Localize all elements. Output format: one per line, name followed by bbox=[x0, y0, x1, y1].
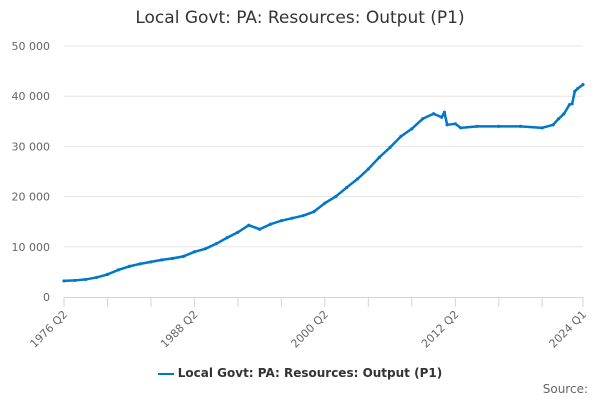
data-point bbox=[236, 230, 240, 234]
data-point bbox=[556, 117, 561, 121]
data-point bbox=[127, 264, 131, 268]
data-point bbox=[138, 262, 142, 266]
data-point bbox=[540, 126, 544, 130]
data-point bbox=[562, 112, 566, 116]
data-point bbox=[73, 278, 77, 283]
legend-item[interactable]: Local Govt: PA: Resources: Output (P1) bbox=[0, 366, 600, 380]
y-tick-label: 10 000 bbox=[12, 241, 51, 254]
data-point bbox=[171, 256, 175, 260]
data-point bbox=[192, 250, 197, 254]
data-point bbox=[105, 272, 110, 277]
data-point bbox=[431, 112, 436, 116]
x-tick-label: 2024 Q1 bbox=[547, 308, 590, 351]
data-point bbox=[581, 83, 585, 87]
data-point bbox=[160, 258, 164, 262]
data-point bbox=[323, 201, 327, 205]
x-tick-label: 1976 Q2 bbox=[28, 308, 71, 351]
data-point bbox=[301, 214, 305, 218]
data-point bbox=[442, 110, 447, 114]
data-point bbox=[62, 279, 66, 283]
y-tick-label: 50 000 bbox=[12, 40, 51, 53]
legend-label: Local Govt: PA: Resources: Output (P1) bbox=[177, 366, 443, 380]
data-point bbox=[573, 89, 577, 93]
data-point bbox=[84, 277, 88, 282]
x-tick-label: 1988 Q2 bbox=[158, 308, 201, 351]
data-point bbox=[445, 123, 449, 127]
data-point bbox=[225, 236, 229, 240]
x-tick-label: 2012 Q2 bbox=[419, 308, 462, 351]
legend-swatch bbox=[157, 372, 174, 375]
data-point bbox=[497, 124, 501, 128]
data-point bbox=[453, 122, 457, 126]
data-point bbox=[388, 145, 392, 150]
data-point bbox=[366, 167, 370, 171]
data-point bbox=[258, 227, 262, 231]
data-point bbox=[567, 103, 572, 107]
y-tick-label: 0 bbox=[43, 291, 50, 304]
data-point bbox=[377, 155, 381, 160]
data-point bbox=[214, 242, 218, 246]
data-point bbox=[459, 126, 463, 130]
data-point bbox=[475, 124, 479, 128]
data-point bbox=[290, 216, 294, 220]
data-point bbox=[421, 117, 425, 121]
data-point bbox=[570, 102, 574, 106]
data-point bbox=[575, 87, 580, 91]
data-point bbox=[203, 247, 207, 251]
data-point bbox=[334, 195, 338, 199]
x-tick-label: 2000 Q2 bbox=[288, 308, 331, 351]
data-point bbox=[312, 210, 316, 214]
y-tick-label: 30 000 bbox=[12, 140, 51, 153]
data-point bbox=[149, 260, 153, 264]
data-point bbox=[181, 254, 186, 258]
y-tick-label: 20 000 bbox=[12, 191, 51, 204]
data-point bbox=[518, 124, 523, 128]
data-point bbox=[440, 115, 444, 119]
data-point bbox=[355, 177, 360, 181]
data-point bbox=[268, 222, 273, 226]
data-point bbox=[279, 219, 283, 223]
chart-title: Local Govt: PA: Resources: Output (P1) bbox=[135, 8, 465, 28]
data-point bbox=[344, 185, 349, 190]
data-point bbox=[247, 223, 251, 227]
data-point bbox=[116, 268, 120, 272]
y-tick-label: 40 000 bbox=[12, 90, 51, 103]
source-label: Source: bbox=[542, 382, 588, 396]
data-point bbox=[95, 275, 99, 280]
data-point bbox=[399, 134, 403, 138]
data-point bbox=[551, 123, 555, 127]
data-point bbox=[410, 127, 414, 131]
series-line bbox=[63, 83, 584, 283]
